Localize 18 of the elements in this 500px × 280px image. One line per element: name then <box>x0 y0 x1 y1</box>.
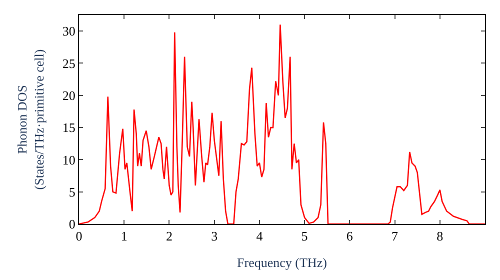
x-tick-label: 4 <box>256 228 264 244</box>
x-tick-label: 7 <box>392 228 399 244</box>
y-tick-label: 20 <box>62 88 76 103</box>
x-axis-title: Frequency (THz) <box>237 255 327 270</box>
x-tick-label: 3 <box>211 228 218 244</box>
x-tick-label: 6 <box>346 228 354 244</box>
y-tick-label: 0 <box>68 216 76 232</box>
y-tick-label: 10 <box>62 152 76 168</box>
x-tick-label: 8 <box>436 228 444 244</box>
line-series <box>79 24 485 224</box>
y-axis-title: Phonon DOS (States/THz·primitive cell) <box>14 49 46 190</box>
y-tick-label: 15 <box>62 120 76 136</box>
y-tick-label: 5 <box>68 184 76 200</box>
x-tick-label: 1 <box>120 228 128 244</box>
x-tick-label: 5 <box>301 228 308 244</box>
x-tick-label: 2 <box>166 228 172 244</box>
y-tick-label: 25 <box>62 56 76 71</box>
y-tick-label: 30 <box>62 24 76 39</box>
